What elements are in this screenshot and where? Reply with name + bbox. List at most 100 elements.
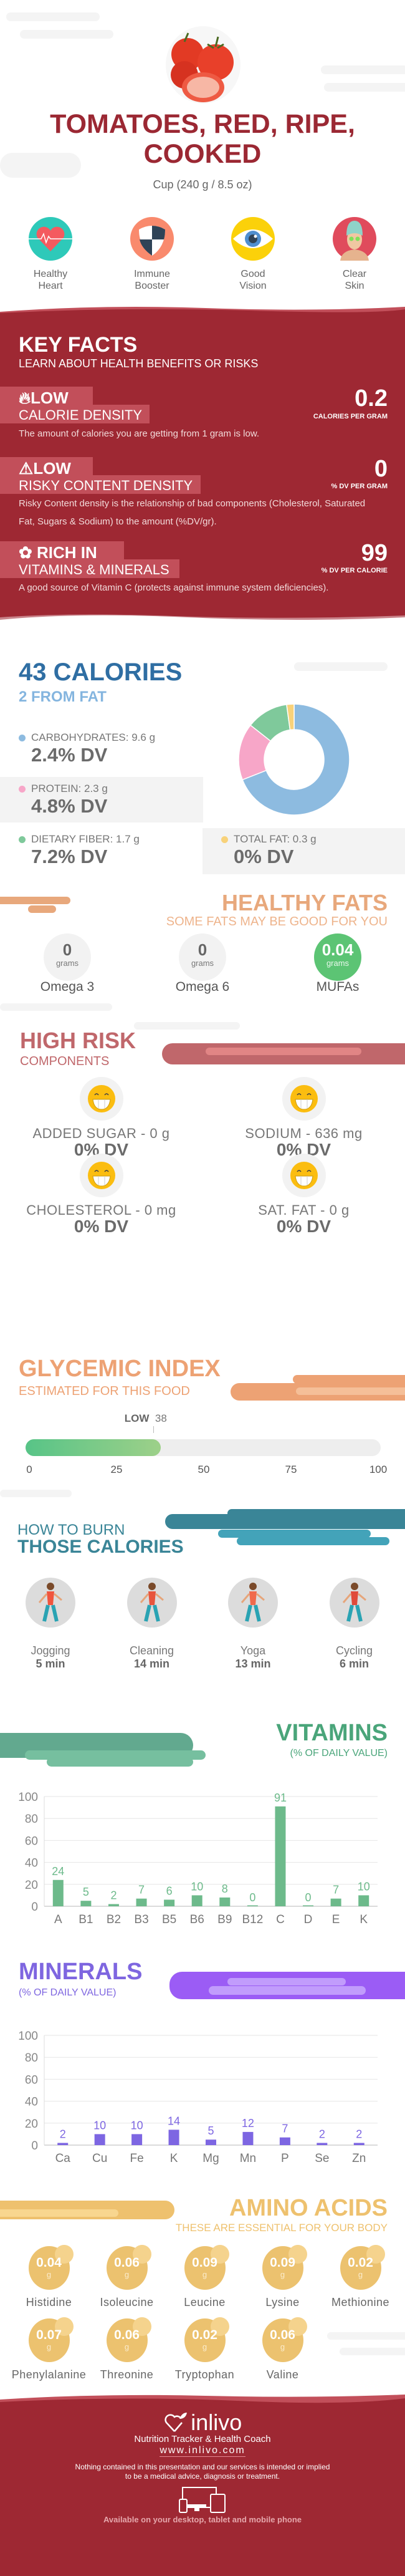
amino-name: Isoleucine [100, 2296, 154, 2308]
decor-cloud [0, 1003, 112, 1011]
x-tick-label: Fe [130, 2152, 144, 2165]
data-label: 2 [110, 1889, 117, 1901]
amino-name: Methionine [331, 2296, 390, 2308]
x-tick-label: C [276, 1913, 285, 1926]
decor-cloud [6, 12, 100, 21]
activity-time: 6 min [339, 1657, 369, 1670]
amino-methionine: 0.02 g Methionine [322, 2245, 399, 2309]
legend-total-fat: TOTAL FAT: 0.3 g 0% DV [221, 833, 317, 868]
amino-badge: 0.02 g [340, 2245, 385, 2290]
amino-unit: g [124, 2342, 130, 2352]
amino-phenylalanine: 0.07 g Phenylalanine [10, 2317, 88, 2381]
decor-stripe [237, 1537, 389, 1545]
decor-stripe [227, 1509, 405, 1518]
benefit-good-vision: Good Vision [202, 217, 303, 292]
fat-name: MUFAs [316, 980, 360, 994]
amino-badge: 0.06 g [106, 2245, 151, 2290]
decor-cloud [321, 65, 405, 74]
decor-stripe [218, 1530, 371, 1538]
amino-value: 0.06 [270, 2328, 295, 2342]
bar-B2 [108, 1904, 119, 1906]
activity-yoga: Yoga 13 min [202, 1578, 303, 1671]
fact-tag-bg [0, 541, 124, 560]
minerals-bar-chart: 0 20 40 60 80 100 2 Ca 10 Cu 10 Fe 14 K 5 Mg 12 Mn 7 P 2 Se 2 Z… [18, 2030, 378, 2165]
amino-subtitle: THESE ARE ESSENTIAL FOR YOUR BODY [175, 2222, 388, 2234]
x-tick-label: B5 [162, 1913, 176, 1926]
amino-value: 0.09 [192, 2255, 217, 2270]
decor-cloud [134, 1022, 240, 1030]
key-facts-subtitle: LEARN ABOUT HEALTH BENEFITS OR RISKS [19, 357, 259, 370]
fact-tag-bg [0, 559, 179, 578]
data-label: 14 [168, 2115, 180, 2127]
activity-jogging: Jogging 5 min [0, 1578, 101, 1671]
activity-name: Yoga [240, 1644, 266, 1657]
decor-cloud [0, 1490, 72, 1497]
wave-divider [0, 307, 405, 317]
data-label: 7 [282, 2123, 288, 2135]
calories-title: 43 CALORIES [19, 658, 183, 686]
benefit-label: Good Vision [239, 269, 267, 291]
amino-value: 0.07 [36, 2328, 62, 2342]
decor-cloud [0, 153, 81, 178]
fact-unit: % DV PER GRAM [331, 483, 388, 490]
risk-item: CHOLESTEROL - 0 mg 0% DV [0, 1154, 202, 1235]
activity-name: Cycling [335, 1644, 373, 1657]
x-tick-label: Mg [202, 2152, 219, 2165]
legend-dot [221, 836, 228, 844]
risk-dv: 0% DV [276, 1217, 331, 1236]
decor-stripe [169, 1972, 405, 1999]
fact-unit: CALORIES PER GRAM [313, 413, 388, 420]
legend-row-bg [202, 828, 405, 874]
key-facts-section: KEY FACTS LEARN ABOUT HEALTH BENEFITS OR… [0, 316, 405, 615]
food-image [166, 26, 241, 104]
glycemic-marker [153, 1426, 154, 1433]
x-tick-label: Cu [92, 2152, 107, 2165]
decor-stripe [0, 897, 70, 904]
data-label: 7 [138, 1884, 145, 1896]
high-risk-subtitle: COMPONENTS [20, 1054, 110, 1068]
fact-name: RISKY CONTENT DENSITY [19, 478, 193, 493]
amino-lysine: 0.09 g Lysine [244, 2245, 322, 2309]
bar-B6 [191, 1895, 202, 1906]
data-label: 5 [83, 1886, 89, 1898]
decor-stripe [209, 1986, 366, 1995]
y-tick-label: 40 [25, 2096, 38, 2109]
legend-dot [19, 735, 26, 742]
y-tick-label: 60 [25, 2073, 38, 2086]
vitamins-title: VITAMINS [276, 1720, 388, 1746]
benefit-label: Immune Booster [134, 269, 170, 291]
amino-badge: 0.02 g [184, 2317, 229, 2362]
amino-name: Lysine [265, 2296, 300, 2308]
decor-stripe [227, 1978, 346, 1985]
fact-description: A good source of Vitamin C (protects aga… [19, 582, 329, 593]
amino-threonine: 0.06 g Threonine [88, 2317, 166, 2381]
minerals-title: MINERALS [19, 1959, 143, 1985]
data-label: 12 [242, 2117, 254, 2130]
donut-slice-3 [286, 703, 295, 731]
risk-label: ADDED SUGAR - 0 g [32, 1126, 170, 1141]
decor-stripe [296, 1387, 405, 1395]
y-tick-label: 100 [18, 2030, 38, 2043]
amino-value: 0.02 [348, 2255, 373, 2270]
bar-B9 [219, 1897, 231, 1906]
data-label: 10 [358, 1880, 370, 1893]
x-tick-label: B3 [134, 1913, 148, 1926]
devices-icon [0, 2487, 405, 2516]
legend-carbohydrates: CARBOHYDRATES: 9.6 g 2.4% DV [19, 731, 155, 766]
fact-name: CALORIE DENSITY [19, 407, 143, 423]
y-tick-label: 0 [31, 2139, 38, 2153]
legend-dot [19, 836, 26, 844]
footer-url-link[interactable]: www.inlivo.com [160, 2445, 245, 2457]
risk-label: SAT. FAT - 0 g [258, 1202, 350, 1218]
amino-badge: 0.09 g [184, 2245, 229, 2290]
footer-tagline: Nutrition Tracker & Health Coach [134, 2434, 271, 2444]
healthy-fats-subtitle: SOME FATS MAY BE GOOD FOR YOU [166, 915, 388, 929]
glycemic-tick-label: 0 [26, 1464, 32, 1475]
leaf-icon: ✿ [19, 543, 37, 562]
amino-unit: g [124, 2270, 130, 2279]
bar-Mg [206, 2139, 216, 2145]
footer-url-wrap: www.inlivo.com [0, 2445, 405, 2457]
risk-dv: 0% DV [74, 1217, 129, 1236]
bar-A [52, 1879, 64, 1906]
activity-cycling: Cycling 6 min [304, 1578, 405, 1671]
